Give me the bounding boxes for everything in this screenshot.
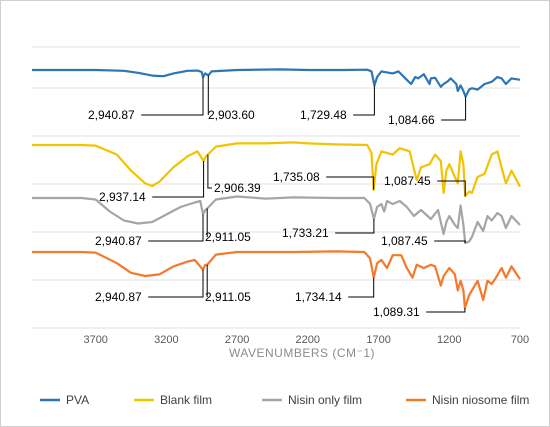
- series-layer: [32, 68, 521, 310]
- x-tick-label: 1700: [366, 334, 390, 346]
- annotation-leader: [335, 219, 375, 234]
- legend: PVA Blank film Nisin only film Nisin niosom…: [40, 393, 529, 407]
- annotation-leader: [437, 180, 466, 197]
- x-tick-label: 700: [511, 334, 529, 346]
- annotation-leader: [426, 308, 466, 313]
- series-line-3: [32, 250, 521, 310]
- annotation-leader: [441, 96, 467, 121]
- annotation-leader: [434, 240, 466, 243]
- annotation-leader: [353, 85, 375, 116]
- peak-annotation: 2,911.05: [205, 290, 251, 304]
- peak-annotation: 2,940.87: [95, 290, 142, 304]
- annotation-leader: [326, 176, 375, 190]
- legend-label: Nisin only film: [288, 393, 362, 407]
- peak-annotation: 1,089.31: [373, 305, 420, 319]
- series-line-2: [32, 195, 521, 245]
- peak-annotation: 1,735.08: [273, 170, 320, 184]
- peak-annotation: 2,906.39: [214, 181, 261, 195]
- peak-annotation: 1,087.45: [381, 234, 428, 248]
- peak-annotation: 1,084.66: [388, 113, 435, 127]
- peak-annotation: 2,903.60: [208, 108, 255, 122]
- x-axis-ticks: 3700 3200 2700 2200 1700 1200 700: [83, 334, 529, 346]
- peak-annotation: 1,087.45: [384, 174, 431, 188]
- annotation-leader: [141, 77, 204, 116]
- peak-annotation: 1,729.48: [300, 108, 347, 122]
- x-tick-label: 1200: [437, 334, 461, 346]
- annotation-leader: [348, 277, 375, 298]
- annotation-layer: 2,940.87 2,903.60 1,729.48 1,084.66 2,937.14…: [88, 75, 467, 319]
- legend-label: Nisin niosome film: [432, 393, 529, 407]
- gridlines: [32, 46, 520, 329]
- peak-annotation: 2,911.05: [205, 230, 251, 244]
- legend-label: PVA: [66, 393, 89, 407]
- peak-annotation: 1,734.14: [295, 290, 342, 304]
- x-axis-label: WAVENUMBERS (CM⁻1): [229, 346, 375, 360]
- x-tick-label: 3700: [83, 334, 107, 346]
- series-line-1: [32, 141, 521, 198]
- peak-annotation: 2,940.87: [88, 108, 135, 122]
- series-line-0: [32, 68, 521, 98]
- annotation-leader: [207, 154, 212, 189]
- peak-annotation: 1,733.21: [282, 226, 329, 240]
- legend-label: Blank film: [160, 393, 212, 407]
- peak-annotation: 2,940.87: [95, 234, 142, 248]
- annotation-leader: [148, 214, 204, 242]
- annotation-leader: [152, 161, 205, 198]
- x-tick-label: 3200: [154, 334, 178, 346]
- x-tick-label: 2200: [296, 334, 320, 346]
- peak-annotation: 2,937.14: [99, 190, 146, 204]
- x-tick-label: 2700: [225, 334, 249, 346]
- annotation-leader: [148, 269, 204, 298]
